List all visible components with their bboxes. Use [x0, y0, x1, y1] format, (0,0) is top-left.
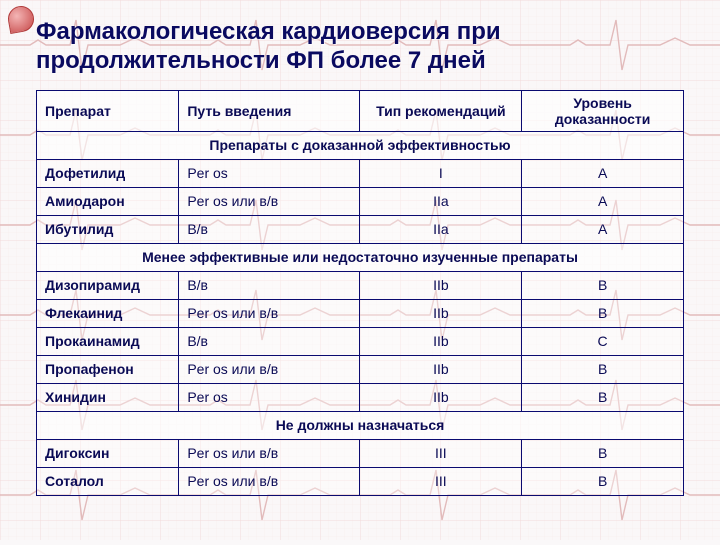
cell-route: Per os — [179, 383, 360, 411]
cell-evidence: A — [522, 159, 684, 187]
cell-evidence: B — [522, 271, 684, 299]
cell-drug: Амиодарон — [37, 187, 179, 215]
table-row: АмиодаронPer os или в/вIIaA — [37, 187, 684, 215]
drug-table: Препарат Путь введения Тип рекомендаций … — [36, 90, 684, 496]
cell-rec: IIb — [360, 355, 522, 383]
cell-drug: Хинидин — [37, 383, 179, 411]
section-contraindicated: Не должны назначаться — [37, 411, 684, 439]
table-header-row: Препарат Путь введения Тип рекомендаций … — [37, 90, 684, 131]
cell-rec: IIa — [360, 215, 522, 243]
cell-drug: Дизопирамид — [37, 271, 179, 299]
col-header-evidence: Уровень доказанности — [522, 90, 684, 131]
cell-route: Per os — [179, 159, 360, 187]
cell-drug: Дофетилид — [37, 159, 179, 187]
cell-route: Per os или в/в — [179, 467, 360, 495]
col-header-route: Путь введения — [179, 90, 360, 131]
cell-rec: IIb — [360, 327, 522, 355]
cell-drug: Соталол — [37, 467, 179, 495]
cell-rec: I — [360, 159, 522, 187]
table-row: ИбутилидВ/вIIaA — [37, 215, 684, 243]
cell-evidence: A — [522, 215, 684, 243]
cell-drug: Прокаинамид — [37, 327, 179, 355]
table-row: ПрокаинамидВ/вIIbC — [37, 327, 684, 355]
cell-rec: III — [360, 467, 522, 495]
cell-route: В/в — [179, 327, 360, 355]
cell-route: В/в — [179, 271, 360, 299]
cell-route: Per os или в/в — [179, 439, 360, 467]
section-proven-label: Препараты с доказанной эффективностью — [37, 131, 684, 159]
col-header-drug: Препарат — [37, 90, 179, 131]
col-header-rec: Тип рекомендаций — [360, 90, 522, 131]
slide-title: Фармакологическая кардиоверсия при продо… — [36, 18, 684, 76]
cell-evidence: B — [522, 439, 684, 467]
cell-evidence: B — [522, 383, 684, 411]
table-row: СоталолPer os или в/вIIIB — [37, 467, 684, 495]
cell-route: Per os или в/в — [179, 355, 360, 383]
table-row: ПропафенонPer os или в/вIIbB — [37, 355, 684, 383]
section-proven: Препараты с доказанной эффективностью — [37, 131, 684, 159]
table-row: ДофетилидPer osIA — [37, 159, 684, 187]
cell-route: Per os или в/в — [179, 299, 360, 327]
cell-rec: IIa — [360, 187, 522, 215]
table-row: ДизопирамидВ/вIIbB — [37, 271, 684, 299]
cell-evidence: A — [522, 187, 684, 215]
cell-drug: Дигоксин — [37, 439, 179, 467]
cell-route: Per os или в/в — [179, 187, 360, 215]
section-less-effective: Менее эффективные или недостаточно изуче… — [37, 243, 684, 271]
cell-drug: Флекаинид — [37, 299, 179, 327]
table-row: ФлекаинидPer os или в/вIIbB — [37, 299, 684, 327]
cell-rec: IIb — [360, 299, 522, 327]
cell-route: В/в — [179, 215, 360, 243]
cell-evidence: C — [522, 327, 684, 355]
cell-rec: III — [360, 439, 522, 467]
table-row: ДигоксинPer os или в/вIIIB — [37, 439, 684, 467]
section-less-effective-label: Менее эффективные или недостаточно изуче… — [37, 243, 684, 271]
cell-evidence: B — [522, 299, 684, 327]
section-contraindicated-label: Не должны назначаться — [37, 411, 684, 439]
cell-rec: IIb — [360, 271, 522, 299]
cell-drug: Ибутилид — [37, 215, 179, 243]
cell-rec: IIb — [360, 383, 522, 411]
cell-drug: Пропафенон — [37, 355, 179, 383]
slide-content: Фармакологическая кардиоверсия при продо… — [0, 0, 720, 506]
cell-evidence: B — [522, 355, 684, 383]
cell-evidence: B — [522, 467, 684, 495]
table-row: ХинидинPer osIIbB — [37, 383, 684, 411]
